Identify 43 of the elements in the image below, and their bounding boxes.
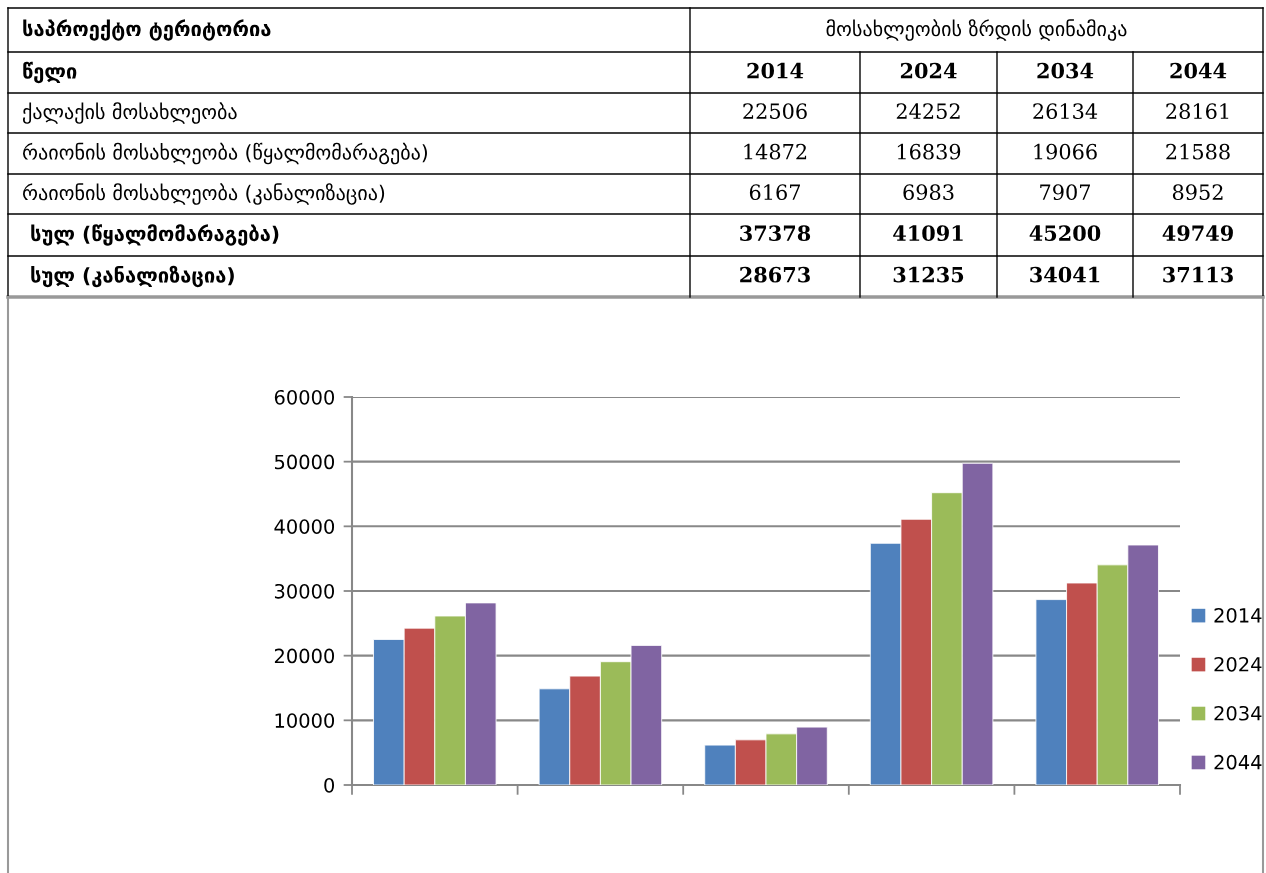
data-label: 24252 xyxy=(896,103,960,120)
data-label: 19066 xyxy=(1034,143,1097,160)
legend-label: 2044 xyxy=(1214,754,1262,770)
data-label: 45200 xyxy=(1029,225,1101,242)
text: წელი xyxy=(23,61,77,84)
category-label: ქალაქის მოსახლეობა xyxy=(22,102,237,124)
data-label: 41091 xyxy=(893,225,963,242)
data-label: 14872 xyxy=(744,143,807,160)
data-label: 16839 xyxy=(897,143,961,160)
text: 2024 xyxy=(900,62,957,79)
data-label: 37378 xyxy=(740,225,811,242)
data-label: 6167 xyxy=(749,184,800,201)
legend-label: 2034 xyxy=(1214,705,1262,721)
y-tick-label: 10000 xyxy=(275,713,335,728)
category-label: რაიონის მოსახლეობა (წყალმომარაგება) xyxy=(22,142,427,165)
data-label: 6983 xyxy=(903,184,954,201)
category-label: სულ (წყალმომარაგება) xyxy=(31,224,279,246)
data-label: 21588 xyxy=(1166,143,1230,160)
y-tick-label: 40000 xyxy=(274,519,335,534)
data-label: 7907 xyxy=(1040,184,1090,201)
legend-label: 2024 xyxy=(1214,656,1262,672)
data-label: 34041 xyxy=(1030,266,1100,283)
data-label: 28161 xyxy=(1166,103,1229,120)
y-tick-label: 60000 xyxy=(274,389,335,405)
text: 2044 xyxy=(1170,62,1227,79)
data-label: 37113 xyxy=(1163,266,1233,283)
y-tick-label: 0 xyxy=(324,777,335,793)
text: 2034 xyxy=(1037,62,1094,79)
y-tick-label: 50000 xyxy=(274,454,335,470)
data-label: 26134 xyxy=(1033,103,1098,120)
data-label: 22506 xyxy=(743,103,807,120)
y-tick-label: 20000 xyxy=(274,648,335,664)
data-label: 49749 xyxy=(1162,225,1233,242)
category-label: სულ (კანალიზაცია) xyxy=(31,265,234,288)
text: მოსახლეობის ზრდის დინამიკა xyxy=(826,19,1127,41)
text: საპროექტო ტერიტორია xyxy=(23,19,271,41)
data-label: 28673 xyxy=(740,266,810,283)
y-tick-label: 30000 xyxy=(274,583,335,599)
legend-label: 2014 xyxy=(1214,607,1262,623)
category-label: რაიონის მოსახლეობა (კანალიზაცია) xyxy=(22,183,385,205)
data-label: 31235 xyxy=(893,266,964,283)
text: 2014 xyxy=(747,62,804,79)
data-label: 8952 xyxy=(1172,184,1223,201)
